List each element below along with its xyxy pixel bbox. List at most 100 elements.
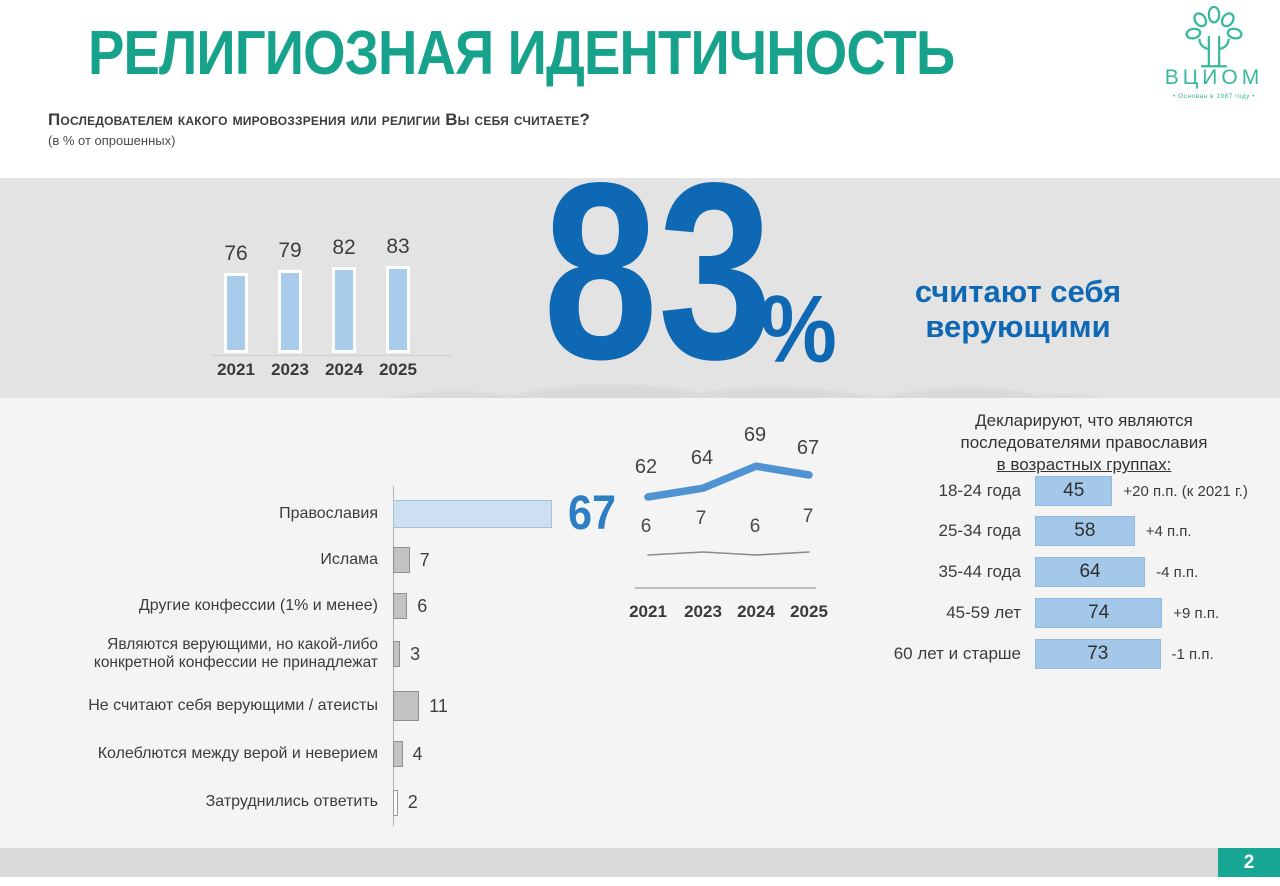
bar-year: 2025: [379, 360, 417, 379]
row-bar: [393, 593, 408, 619]
bar-year: 2021: [217, 360, 255, 379]
row-label: 18-24 года: [938, 481, 1022, 500]
row-bar: 45: [1035, 476, 1113, 506]
row-label: Другие конфессии (1% и менее): [138, 596, 378, 614]
bar-year: 2023: [271, 360, 309, 379]
age-title-line: последователями православия: [960, 433, 1208, 453]
age-panel-title: Декларируют, что являются последователям…: [888, 410, 1280, 476]
vciom-logo: ВЦИОМ • Основан в 1987 году •: [1152, 6, 1276, 100]
row-bar: 64: [1035, 557, 1146, 587]
bar-value: 83: [386, 234, 410, 258]
row-label: Православия: [279, 504, 378, 522]
axis-year: 2024: [737, 602, 775, 621]
footer-strip: [0, 848, 1280, 877]
row-bar: 58: [1035, 516, 1135, 546]
row-value: 64: [1079, 561, 1101, 582]
trend-line-blue: [644, 462, 813, 501]
survey-note: (в % от опрошенных): [48, 133, 176, 148]
row-label: Не считают себя верующими / атеисты: [88, 696, 378, 714]
logo-wordmark: ВЦИОМ: [1164, 66, 1264, 89]
row-value: 7: [419, 549, 430, 570]
confession-trend-chart: 62 64 69 67 6 7 6 7 2021 2023 2024 2025: [629, 424, 830, 640]
point-label: 7: [802, 506, 814, 527]
confession-row-islam: Ислама 7: [50, 547, 430, 573]
row-bar: [393, 641, 401, 667]
row-bar: [393, 547, 410, 573]
confessions-chart: Православия Ислама 7 Другие конфессии (1…: [50, 486, 630, 833]
bar: [332, 266, 356, 353]
row-value: 2: [407, 792, 418, 812]
row-bar: [393, 741, 403, 767]
point-label: 7: [695, 508, 707, 529]
confession-row-other: Другие конфессии (1% и менее) 6: [50, 593, 427, 619]
point-label: 69: [743, 424, 767, 446]
age-row-45-59: 45-59 лет 74 +9 п.п.: [888, 598, 1219, 628]
axis-year: 2021: [629, 602, 667, 621]
mini-chart-baseline: [211, 355, 451, 356]
age-title-line: в возрастных группах:: [996, 455, 1172, 475]
bar: [386, 265, 410, 353]
row-label: Затруднились ответить: [205, 793, 378, 811]
row-bar: 73: [1035, 639, 1161, 669]
trend-line-gray: [647, 551, 810, 556]
tree-icon: [1185, 6, 1243, 68]
bar: [224, 273, 248, 353]
age-row-18-24: 18-24 года 45 +20 п.п. (к 2021 г.): [888, 476, 1248, 506]
row-value: 73: [1087, 643, 1109, 664]
row-value: 11: [429, 695, 448, 716]
point-label: 67: [796, 437, 820, 459]
orthodoxy-by-age-panel: Декларируют, что являются последователям…: [888, 410, 1280, 669]
age-row-25-34: 25-34 года 58 +4 п.п.: [888, 516, 1192, 546]
confession-row-hesitant: Колеблются между верой и неверием 4: [50, 741, 423, 767]
confession-row-orthodoxy: Православия: [50, 500, 553, 528]
age-title-line: Декларируют, что являются: [975, 411, 1193, 430]
row-label: 45-59 лет: [946, 603, 1021, 622]
row-value: 74: [1088, 602, 1110, 623]
row-delta: -1 п.п.: [1171, 645, 1214, 663]
row-value: 6: [417, 595, 428, 616]
row-bar: [393, 500, 553, 528]
age-row-35-44: 35-44 года 64 -4 п.п.: [888, 557, 1198, 587]
row-bar: 74: [1035, 598, 1163, 628]
row-delta: -4 п.п.: [1156, 563, 1199, 581]
logo-tagline: • Основан в 1987 году •: [1173, 93, 1255, 100]
row-label: Ислама: [320, 550, 378, 568]
row-label: 60 лет и старше: [893, 644, 1021, 663]
survey-question: Последователем какого мировоззрения или …: [48, 110, 591, 129]
point-label: 6: [749, 516, 761, 537]
orthodoxy-value: 67: [568, 487, 617, 540]
row-label: Являются верующими, но какой-либо конкре…: [93, 636, 378, 671]
bar: [278, 270, 302, 353]
mini-bar-2025: 83 2025: [379, 234, 417, 380]
confession-row-atheists: Не считают себя верующими / атеисты 11: [50, 691, 448, 721]
point-label: 64: [690, 447, 714, 469]
mini-bar-2024: 82 2024: [325, 235, 363, 380]
big-stat-caption: считают себя верующими: [914, 274, 1122, 345]
age-row-60-plus: 60 лет и старше 73 -1 п.п.: [888, 639, 1214, 669]
mini-bar-2023: 79 2023: [271, 239, 309, 380]
row-label: 25-34 года: [938, 521, 1022, 540]
row-label: Колеблются между верой и неверием: [97, 744, 378, 762]
point-label: 6: [640, 516, 652, 537]
axis-year: 2025: [790, 602, 828, 621]
bar-value: 79: [278, 239, 302, 263]
row-label: 35-44 года: [938, 562, 1022, 581]
point-label: 62: [634, 456, 658, 478]
big-stat-percent-sign: %: [760, 276, 837, 383]
bar-value: 82: [332, 235, 356, 259]
row-bar: [393, 789, 398, 816]
row-delta: +9 п.п.: [1173, 604, 1220, 622]
row-delta: +4 п.п.: [1145, 522, 1192, 540]
row-bar: [393, 691, 420, 721]
row-value: 58: [1074, 520, 1096, 541]
confession-row-no-answer: Затруднились ответить 2: [50, 789, 418, 816]
confession-row-no-confession: Являются верующими, но какой-либо конкре…: [50, 634, 420, 674]
big-stat-value: 83: [543, 131, 773, 412]
page-title: РЕЛИГИОЗНАЯ ИДЕНТИЧНОСТЬ: [88, 19, 955, 88]
row-value: 45: [1063, 480, 1085, 501]
axis-year: 2023: [684, 602, 722, 621]
bar-year: 2024: [325, 360, 363, 379]
row-delta: +20 п.п. (к 2021 г.): [1123, 482, 1248, 500]
mini-bar-2021: 76 2021: [217, 242, 255, 380]
